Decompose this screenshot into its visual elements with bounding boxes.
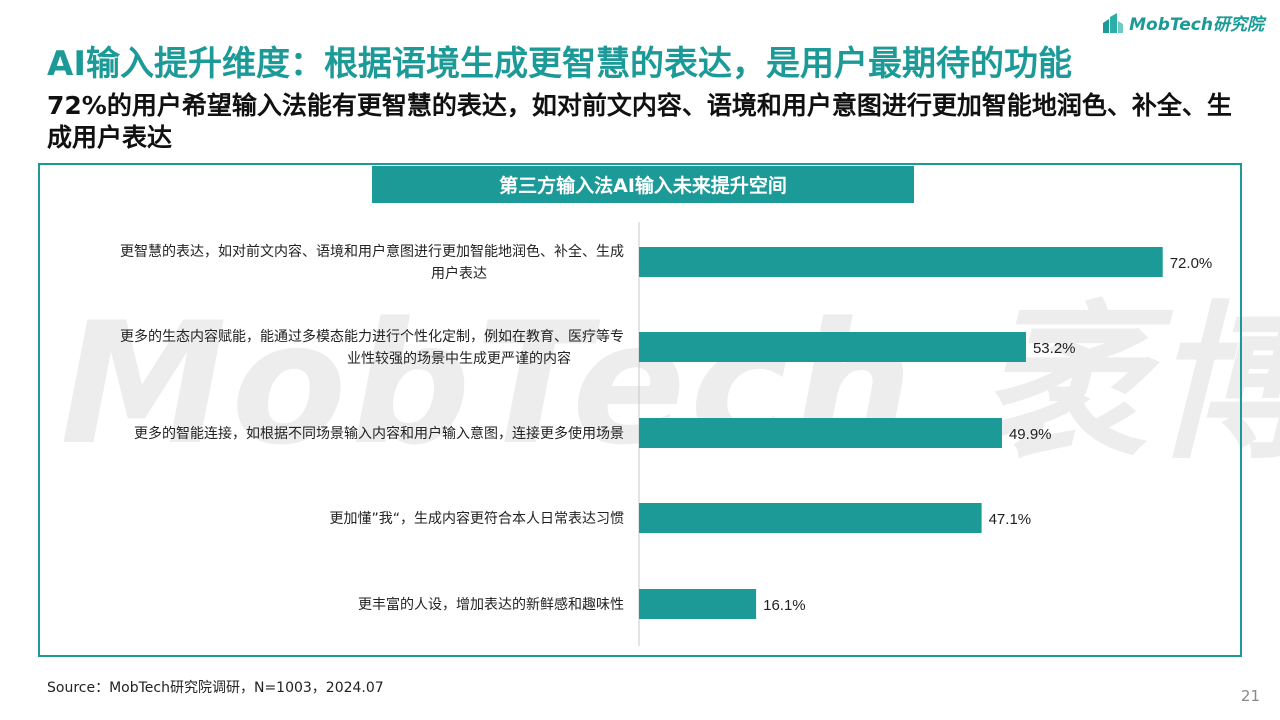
category-label: 更多的智能连接，如根据不同场景输入内容和用户输入意图，连接更多使用场景 <box>134 425 624 442</box>
category-label: 更加懂”我“，生成内容更符合本人日常表达习惯 <box>329 510 624 527</box>
bar <box>639 503 982 533</box>
bar-value-label: 53.2% <box>1033 340 1076 357</box>
bar-value-label: 49.9% <box>1009 426 1052 443</box>
brand-logo-text: MobTech研究院 <box>1129 15 1264 35</box>
bar-value-label: 47.1% <box>989 511 1032 528</box>
category-label: 更智慧的表达，如对前文内容、语境和用户意图进行更加智能地润色、补全、生成用户表达 <box>120 243 624 282</box>
building-icon <box>1103 12 1124 33</box>
bar <box>639 418 1002 448</box>
chart-title: 第三方输入法AI输入未来提升空间 <box>372 166 914 203</box>
page-title: AI输入提升维度：根据语境生成更智慧的表达，是用户最期待的功能 <box>47 44 1072 84</box>
category-label: 更多的生态内容赋能，能通过多模态能力进行个性化定制，例如在教育、医疗等专业性较强… <box>120 328 624 367</box>
bar-value-label: 16.1% <box>763 597 806 614</box>
bar <box>639 332 1026 362</box>
source-note: Source：MobTech研究院调研，N=1003，2024.07 <box>47 680 384 696</box>
bar-value-label: 72.0% <box>1170 255 1213 272</box>
bar <box>639 247 1163 277</box>
page-subtitle: 72%的用户希望输入法能有更智慧的表达，如对前文内容、语境和用户意图进行更加智能… <box>47 91 1232 152</box>
page-number: 21 <box>1240 687 1260 705</box>
category-label: 更丰富的人设，增加表达的新鲜感和趣味性 <box>358 596 624 613</box>
bar <box>639 589 757 619</box>
chart-panel <box>38 163 1242 657</box>
background-watermark: MobTech 袤博 <box>60 286 1280 482</box>
brand-logo: MobTech研究院 <box>1101 10 1264 35</box>
